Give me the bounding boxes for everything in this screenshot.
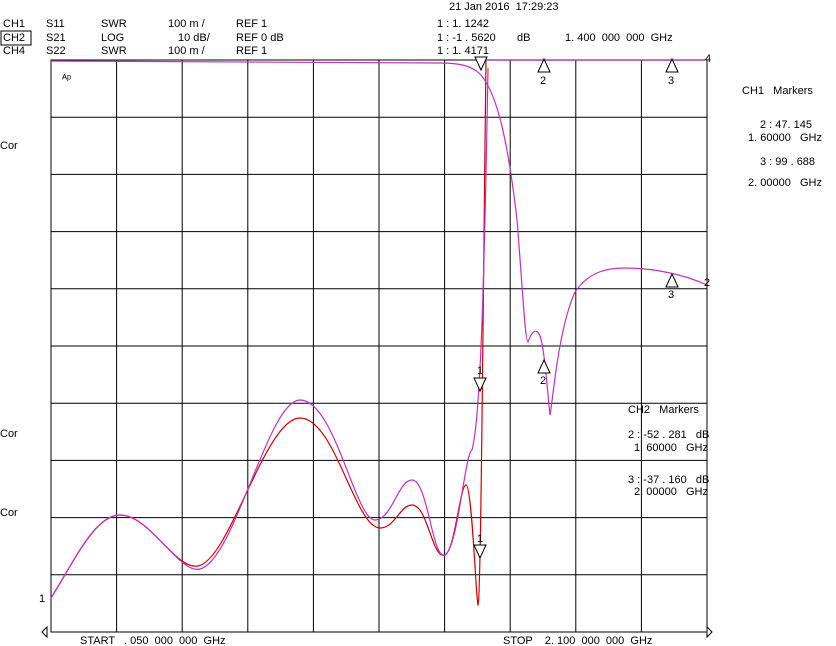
param: S22 <box>46 45 66 57</box>
graph-mark: ᴬᵖ <box>61 73 71 85</box>
ref: REF 0 dB <box>236 32 284 44</box>
marker-triangles <box>41 56 713 639</box>
scale: 10 dB/ <box>178 32 211 44</box>
channel: CH1 <box>3 18 25 30</box>
param: S21 <box>46 32 66 44</box>
marker-line: 1. 60000 GHz <box>748 132 822 144</box>
ref-label: 4 <box>705 53 711 65</box>
param: S11 <box>46 18 65 30</box>
marker-number: 3 <box>668 75 674 87</box>
start-freq: START . 050 000 000 GHz <box>80 635 226 646</box>
marker-line: 2 : 47. 145 <box>760 119 812 131</box>
trace-pink <box>50 60 708 599</box>
marker-readout: 1 : 1. 4171 <box>437 45 489 57</box>
side-label: Cor <box>0 140 18 152</box>
stop-freq: STOP 2. 100 000 000 GHz <box>503 635 652 646</box>
marker-line: 3 : -37 . 160 dB <box>628 474 709 486</box>
side-label: Cor <box>0 428 18 440</box>
ref-label: 2 <box>704 277 710 289</box>
markers-title: CH1 Markers <box>742 85 813 97</box>
ref: REF 1 <box>236 45 267 57</box>
marker-line: 2 : -52 . 281 dB <box>628 429 709 441</box>
scale: 100 m / <box>168 18 206 30</box>
marker-number: 1 <box>477 365 483 377</box>
marker-freq: 1. 400 000 000 GHz <box>565 32 673 44</box>
marker-line: 2. 00000 GHz <box>748 177 822 189</box>
channel: CH2 <box>3 32 25 44</box>
marker-unit: dB <box>517 32 530 44</box>
trace-red <box>50 59 707 607</box>
side-label: Cor <box>0 507 18 519</box>
channel: CH4 <box>3 45 25 57</box>
graticule <box>50 59 708 633</box>
marker-number: 3 <box>668 289 674 301</box>
format: SWR <box>101 18 127 30</box>
format: SWR <box>101 45 127 57</box>
ref: REF 1 <box>236 18 267 30</box>
marker-number: 2 <box>540 375 546 387</box>
active-channel-box <box>0 30 32 46</box>
scale: 100 m / <box>168 45 206 57</box>
marker-line: 3 : 99 . 688 <box>760 156 815 168</box>
marker-line: 2. 00000 GHz <box>634 486 708 498</box>
ref-label: 1 <box>39 593 45 605</box>
format: LOG <box>101 32 124 44</box>
markers-title: CH2 Markers <box>628 404 699 416</box>
marker-line: 1. 60000 GHz <box>634 442 708 454</box>
datetime: 21 Jan 2016 17:29:23 <box>449 1 558 13</box>
marker-readout: 1 : -1 . 5620 <box>437 32 496 44</box>
marker-readout: 1 : 1. 1242 <box>437 18 489 30</box>
marker-number: 2 <box>540 75 546 87</box>
marker-number: 1 <box>477 533 483 545</box>
